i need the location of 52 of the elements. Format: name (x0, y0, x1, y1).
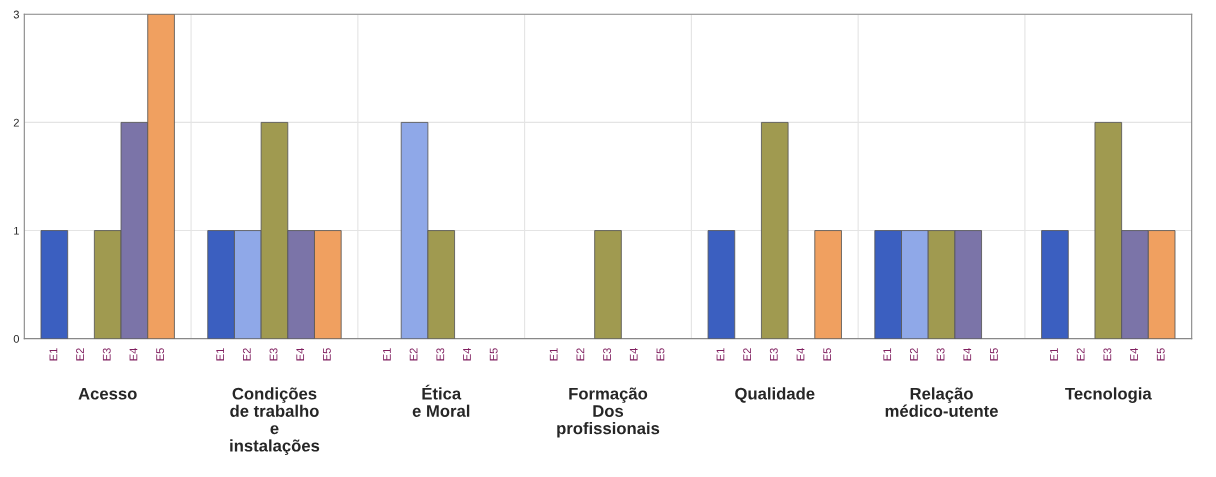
text: E1 (1050, 348, 1058, 361)
text: E2 (909, 348, 918, 361)
text: E5 (656, 348, 665, 361)
x-tick-label: Condições de trabalho e instalações (230, 387, 320, 455)
text: E2 (1076, 348, 1085, 361)
text: E4 (629, 348, 638, 361)
text: E3 (1103, 348, 1112, 361)
text: E1 (716, 348, 725, 361)
text: E1 (383, 348, 391, 361)
text: E3 (436, 348, 445, 361)
text: E2 (743, 348, 751, 361)
x-tick-label: Acesso (78, 387, 137, 400)
text: E4 (1130, 348, 1138, 361)
text: E2 (76, 348, 84, 361)
text: E4 (796, 348, 805, 361)
bar (707, 230, 736, 339)
text: E5 (990, 348, 998, 361)
bar (40, 230, 69, 339)
text: E4 (296, 348, 305, 361)
text: E5 (489, 348, 498, 361)
x-tick-label: Qualidade (735, 387, 815, 403)
bar (814, 230, 842, 339)
text: E3 (102, 348, 111, 361)
x-tick-label: Ética e Moral (412, 384, 470, 417)
text: E5 (1156, 348, 1165, 361)
x-tick-label: Formação Dos profissionais (557, 387, 660, 438)
bar (761, 122, 789, 339)
text: E2 (576, 348, 585, 361)
bar (594, 230, 622, 339)
y-tick-label: 3 (13, 10, 19, 19)
y-tick-label: 2 (13, 118, 19, 127)
text: E5 (823, 348, 832, 361)
y-tick-label: 0 (13, 334, 20, 343)
text: E2 (242, 348, 251, 361)
text: E2 (409, 348, 418, 361)
text: E3 (936, 348, 945, 361)
text: E1 (49, 348, 58, 361)
text: E3 (603, 348, 611, 361)
text: E4 (463, 348, 471, 361)
bar (1041, 230, 1069, 339)
x-tick-label: Tecnologia (1065, 387, 1152, 403)
text: E4 (963, 348, 972, 361)
text: E4 (129, 348, 138, 361)
text: E5 (323, 348, 331, 361)
text: E3 (769, 348, 778, 361)
y-tick-label: 1 (14, 226, 19, 235)
text: E1 (549, 348, 558, 361)
text: E1 (883, 348, 892, 361)
text: E1 (216, 348, 224, 361)
x-tick-label: Relação médico-utente (885, 387, 998, 417)
text: E3 (269, 348, 278, 361)
text: E5 (156, 348, 165, 361)
